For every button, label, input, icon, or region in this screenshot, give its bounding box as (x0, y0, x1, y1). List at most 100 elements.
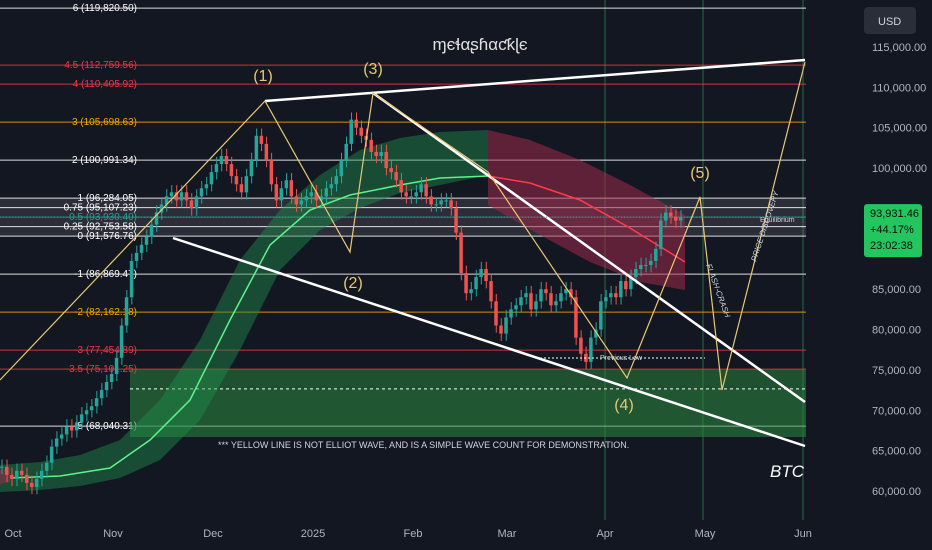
support-zone-lower (130, 388, 806, 438)
candle-body (494, 301, 498, 326)
fib-label-12: -3 (77,454.89) (74, 345, 137, 356)
candle-body (594, 329, 598, 338)
symbol-label: BTC (770, 462, 805, 481)
fib-label-1: 4.5 (112,759.56) (64, 60, 137, 71)
candle-body (499, 325, 503, 334)
candle-body (249, 160, 254, 177)
watermark-text: ɱєɬαʂɦαƈƙɭє (432, 35, 527, 54)
candle-body (144, 236, 149, 245)
candle-body (409, 196, 413, 198)
candle-body (309, 192, 314, 197)
candle-body (264, 143, 269, 161)
current-price-change: +44.17% (870, 224, 914, 236)
candle-body (89, 406, 94, 411)
candle-body (339, 160, 343, 177)
support-zone-upper (130, 368, 806, 389)
candle-body (34, 478, 39, 487)
yellow-wave-path (0, 61, 806, 391)
candle-body (654, 248, 658, 261)
fib-label-11: -2 (82,162.18) (74, 307, 137, 318)
candle-body (539, 289, 543, 302)
wave-label-4: (4) (614, 397, 634, 414)
candle-body (444, 200, 448, 202)
candle-body (209, 172, 214, 185)
ma-green-line (9, 175, 489, 479)
candle-body (424, 184, 428, 197)
candle-body (64, 426, 69, 435)
candle-body (9, 474, 14, 479)
candle-body (0, 466, 4, 468)
wave-label-3: (5) (690, 165, 710, 182)
candle-body (459, 232, 463, 274)
candle-body (384, 151, 388, 169)
fib-label-8: 0.25 (92,753.58) (64, 222, 137, 233)
candle-body (304, 196, 309, 201)
y-tick-3: 100,000.00 (872, 163, 927, 175)
fib-label-9: 0 (91,576.76) (78, 231, 138, 242)
candle-body (224, 155, 229, 165)
candle-body (644, 264, 648, 266)
candle-body (334, 176, 339, 185)
candle-body (559, 293, 563, 302)
candle-body (94, 398, 99, 407)
x-tick-4: Feb (404, 528, 423, 540)
y-tick-5: 85,000.00 (872, 284, 921, 296)
candle-body (489, 281, 493, 302)
candle-body (614, 293, 618, 298)
candle-body (359, 127, 363, 136)
wave-label-2: (2) (343, 275, 363, 292)
fib-label-2: 4 (110,405.92) (73, 79, 137, 90)
candle-body (329, 184, 334, 189)
candle-body (219, 155, 224, 165)
time-axis: Oct Nov Dec 2025 Feb Mar Apr May Jun (0, 520, 932, 550)
candle-body (509, 309, 513, 318)
ma-red-line (487, 175, 686, 263)
candle-body (149, 224, 154, 237)
candle-body (44, 462, 49, 471)
candle-body (524, 293, 528, 298)
candle-body (154, 212, 159, 225)
fib-label-0: 6 (119,820.50) (73, 3, 137, 14)
candle-body (114, 357, 119, 374)
candle-body (119, 325, 124, 358)
candle-body (234, 176, 239, 185)
candle-body (554, 301, 558, 306)
candle-body (609, 293, 613, 298)
candle-body (629, 277, 633, 290)
candle-body (54, 438, 59, 447)
candle-body (404, 192, 408, 197)
candle-body (319, 196, 324, 201)
candle-body (14, 470, 19, 479)
candle-body (254, 135, 259, 161)
price-axis-bg (806, 0, 932, 550)
candle-body (4, 466, 9, 475)
x-tick-3: 2025 (301, 528, 325, 540)
candle-body (244, 176, 249, 193)
candle-body (639, 264, 643, 269)
candle-body (99, 390, 104, 399)
y-tick-10: 60,000.00 (872, 486, 921, 498)
y-tick-0: 115,000.00 (872, 42, 926, 54)
candle-body (579, 337, 583, 354)
candle-body (179, 192, 184, 201)
candle-body (464, 273, 468, 294)
fib-label-7: 0.5 (93,930.40) (69, 212, 137, 223)
current-price-countdown: 23:02:38 (870, 240, 913, 252)
candle-body (49, 446, 54, 463)
x-tick-8: Jun (794, 528, 812, 540)
fib-label-14: -5 (68,040.31) (74, 421, 137, 432)
candle-body (549, 293, 553, 306)
x-tick-7: May (695, 528, 716, 540)
candle-body (299, 200, 304, 205)
candle-body (269, 160, 274, 185)
lower-channel-trendline (172, 236, 806, 448)
candle-body (74, 422, 79, 431)
candle-body (529, 293, 533, 310)
candle-body (39, 470, 44, 479)
y-tick-8: 70,000.00 (872, 405, 921, 417)
candle-body (389, 168, 393, 173)
candle-body (484, 269, 488, 282)
candle-body (544, 289, 548, 294)
candle-body (649, 260, 653, 265)
candle-body (369, 139, 373, 152)
